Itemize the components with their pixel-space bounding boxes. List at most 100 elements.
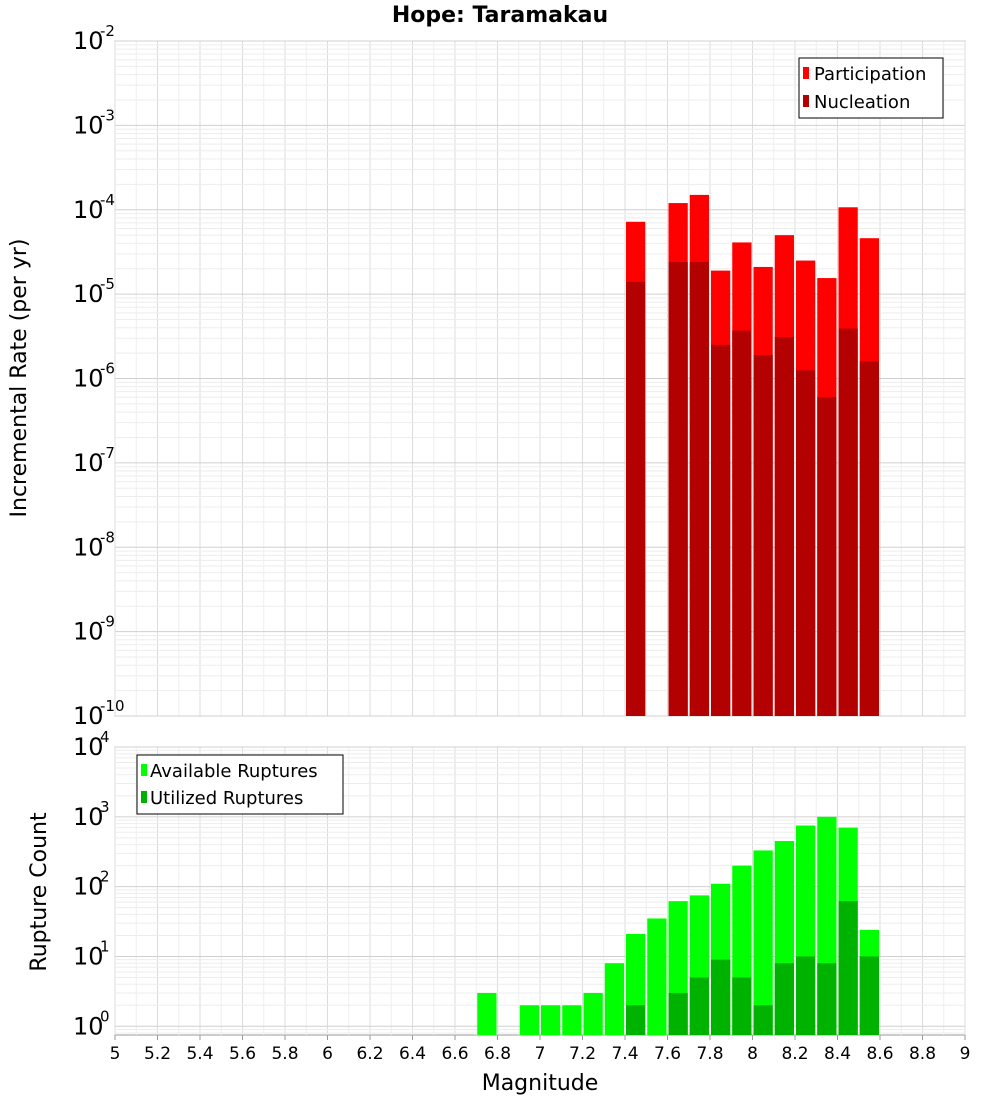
utilized-ruptures-bar xyxy=(838,901,858,1035)
nucleation-bar xyxy=(838,328,858,716)
y-tick-label: 10 xyxy=(73,449,104,477)
available-ruptures-bar xyxy=(477,992,497,1035)
nucleation-bar xyxy=(711,344,731,716)
utilized-ruptures-bar xyxy=(711,959,731,1035)
top-y-axis-label: Incremental Rate (per yr) xyxy=(7,239,32,518)
y-tick-exponent: -7 xyxy=(100,444,115,462)
y-tick-label: 10 xyxy=(73,1012,104,1040)
utilized-ruptures-bar xyxy=(859,956,879,1035)
nucleation-bar xyxy=(668,262,688,716)
utilized-ruptures-bar xyxy=(668,992,688,1035)
bottom-legend: Available Ruptures Utilized Ruptures xyxy=(136,754,344,815)
x-tick-label: 8.8 xyxy=(909,1044,936,1064)
legend-swatch-available xyxy=(141,764,147,776)
x-tick-label: 7 xyxy=(535,1044,546,1064)
bottom-bars xyxy=(477,816,879,1035)
y-tick-label: 10 xyxy=(73,196,104,224)
x-tick-label: 7.2 xyxy=(569,1044,596,1064)
available-ruptures-bar xyxy=(562,1005,582,1035)
nucleation-bar xyxy=(753,354,773,716)
y-tick-label: 10 xyxy=(73,702,104,730)
available-ruptures-bar xyxy=(604,963,624,1035)
y-tick-label: 10 xyxy=(73,365,104,393)
x-tick-label: 8.4 xyxy=(824,1044,851,1064)
y-tick-exponent: -5 xyxy=(100,275,115,293)
y-tick-label: 10 xyxy=(73,873,104,901)
y-tick-label: 10 xyxy=(73,27,104,55)
x-tick-label: 6.2 xyxy=(356,1044,383,1064)
x-tick-label: 5.4 xyxy=(186,1044,213,1064)
x-tick-label: 5.8 xyxy=(271,1044,298,1064)
y-tick-label: 10 xyxy=(73,280,104,308)
y-tick-label: 10 xyxy=(73,533,104,561)
utilized-ruptures-bar xyxy=(753,1005,773,1035)
available-ruptures-bar xyxy=(583,992,603,1035)
x-tick-label: 6.4 xyxy=(399,1044,426,1064)
bottom-legend-box xyxy=(136,754,344,815)
top-legend-box xyxy=(798,57,944,119)
x-tick-label: 5.2 xyxy=(144,1044,171,1064)
legend-swatch-utilized xyxy=(141,791,147,803)
nucleation-bar xyxy=(817,397,837,716)
nucleation-bar xyxy=(859,361,879,716)
utilized-ruptures-bar xyxy=(796,956,816,1035)
y-tick-label: 10 xyxy=(73,111,104,139)
y-tick-exponent: -9 xyxy=(100,613,115,631)
legend-swatch-participation xyxy=(803,67,809,79)
x-tick-label: 6.8 xyxy=(484,1044,511,1064)
top-bars xyxy=(626,194,879,716)
available-ruptures-bar xyxy=(519,1005,539,1035)
x-axis-label: Magnitude xyxy=(482,1071,599,1096)
utilized-ruptures-bar xyxy=(689,977,709,1035)
available-ruptures-bar xyxy=(753,850,773,1035)
y-tick-exponent: 3 xyxy=(100,798,110,816)
top-grid xyxy=(114,40,966,717)
utilized-ruptures-bar xyxy=(732,977,752,1035)
legend-label-available: Available Ruptures xyxy=(150,761,318,782)
legend-label-participation: Participation xyxy=(814,64,926,85)
nucleation-bar xyxy=(626,281,646,716)
y-tick-exponent: -10 xyxy=(100,697,125,715)
y-tick-exponent: -2 xyxy=(100,22,115,40)
legend-label-utilized: Utilized Ruptures xyxy=(150,788,303,809)
nucleation-bar xyxy=(732,330,752,716)
y-tick-label: 10 xyxy=(73,618,104,646)
x-tick-label: 7.4 xyxy=(611,1044,638,1064)
y-tick-exponent: -6 xyxy=(100,360,115,378)
x-tick-label: 6.6 xyxy=(441,1044,468,1064)
top-y-ticks: 10-210-310-410-510-610-710-810-910-10 xyxy=(73,22,125,730)
top-plot: 10-210-310-410-510-610-710-810-910-10 In… xyxy=(7,22,966,730)
x-tick-label: 5.6 xyxy=(229,1044,256,1064)
utilized-ruptures-bar xyxy=(626,1005,646,1035)
x-tick-label: 7.8 xyxy=(696,1044,723,1064)
y-tick-label: 10 xyxy=(73,803,104,831)
y-tick-exponent: 0 xyxy=(100,1007,110,1025)
x-tick-label: 7.6 xyxy=(654,1044,681,1064)
x-tick-label: 9 xyxy=(960,1044,971,1064)
nucleation-bar xyxy=(774,337,794,716)
nucleation-bar xyxy=(796,370,816,716)
available-ruptures-bar xyxy=(541,1005,561,1035)
y-tick-exponent: -4 xyxy=(100,191,115,209)
legend-label-nucleation: Nucleation xyxy=(814,92,910,113)
chart-title: Hope: Taramakau xyxy=(392,3,608,28)
nucleation-bar xyxy=(689,262,709,716)
x-axis-ticks: 5 5.2 5.4 5.6 5.8 6 6.2 6.4 6.6 6.8 7 7.2 7.4 7.6 7.8 8… xyxy=(110,1035,971,1064)
y-tick-exponent: -8 xyxy=(100,528,115,546)
y-tick-exponent: 4 xyxy=(100,728,110,746)
legend-swatch-nucleation xyxy=(803,95,809,107)
available-ruptures-bar xyxy=(647,918,667,1035)
y-tick-label: 10 xyxy=(73,942,104,970)
x-tick-label: 5 xyxy=(110,1044,121,1064)
y-tick-label: 10 xyxy=(73,733,104,761)
utilized-ruptures-bar xyxy=(774,963,794,1035)
y-tick-exponent: -3 xyxy=(100,106,115,124)
x-tick-label: 8 xyxy=(747,1044,758,1064)
bottom-y-axis-label: Rupture Count xyxy=(27,812,52,972)
x-tick-label: 8.6 xyxy=(866,1044,893,1064)
x-tick-label: 8.2 xyxy=(781,1044,808,1064)
utilized-ruptures-bar xyxy=(817,963,837,1035)
